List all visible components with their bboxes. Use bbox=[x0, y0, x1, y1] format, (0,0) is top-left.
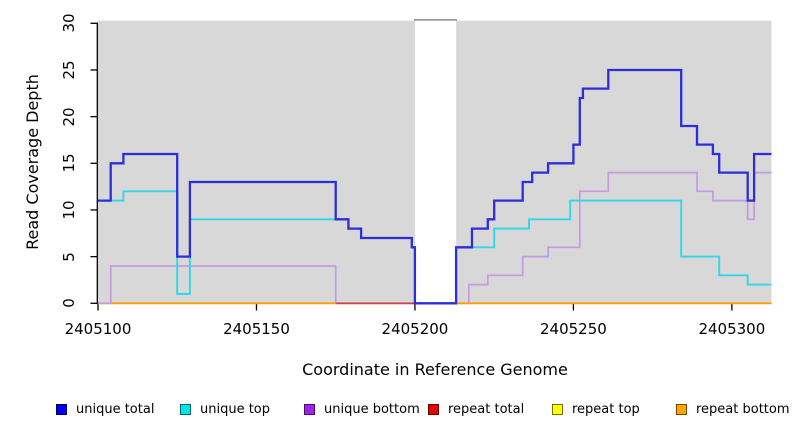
x-tick-label: 2405150 bbox=[223, 320, 290, 338]
legend-label: repeat top bbox=[572, 401, 640, 417]
legend-swatch-icon bbox=[552, 403, 563, 415]
y-axis-title: Read Coverage Depth bbox=[23, 74, 42, 250]
legend-label: repeat total bbox=[448, 401, 525, 417]
legend-label: repeat bottom bbox=[696, 401, 790, 417]
y-tick-label: 30 bbox=[60, 13, 78, 33]
x-axis-title: Coordinate in Reference Genome bbox=[302, 360, 568, 379]
y-tick-label: 0 bbox=[60, 298, 78, 309]
series-unique-total bbox=[98, 68, 772, 305]
legend-item-unique-total: unique total bbox=[56, 401, 154, 417]
x-tick-label: 2405250 bbox=[540, 320, 607, 338]
y-tick-label: 15 bbox=[60, 153, 78, 173]
legend-item-repeat-top: repeat top bbox=[552, 401, 640, 417]
y-tick-label: 20 bbox=[60, 107, 78, 127]
legend-label: unique top bbox=[200, 401, 271, 417]
legend-swatch-icon bbox=[676, 403, 687, 415]
y-tick-label: 25 bbox=[60, 60, 78, 80]
y-tick-label: 10 bbox=[60, 200, 78, 220]
legend-label: unique total bbox=[76, 401, 155, 417]
legend-swatch-icon bbox=[180, 403, 191, 415]
y-tick-label: 5 bbox=[60, 251, 78, 262]
x-tick-label: 2405200 bbox=[381, 320, 449, 338]
legend-swatch-icon bbox=[304, 403, 315, 415]
x-tick-label: 2405300 bbox=[698, 320, 766, 338]
legend-swatch-icon bbox=[428, 403, 439, 415]
no-data-gap bbox=[414, 19, 457, 304]
x-tick-label: 2405100 bbox=[64, 320, 132, 338]
legend-item-unique-top: unique top bbox=[180, 401, 270, 417]
legend-swatch-icon bbox=[56, 403, 67, 415]
legend-item-repeat-total: repeat total bbox=[428, 401, 524, 417]
legend-item-unique-bottom: unique bottom bbox=[304, 401, 420, 417]
legend-label: unique bottom bbox=[324, 401, 420, 417]
legend-item-repeat-bottom: repeat bottom bbox=[676, 401, 790, 417]
